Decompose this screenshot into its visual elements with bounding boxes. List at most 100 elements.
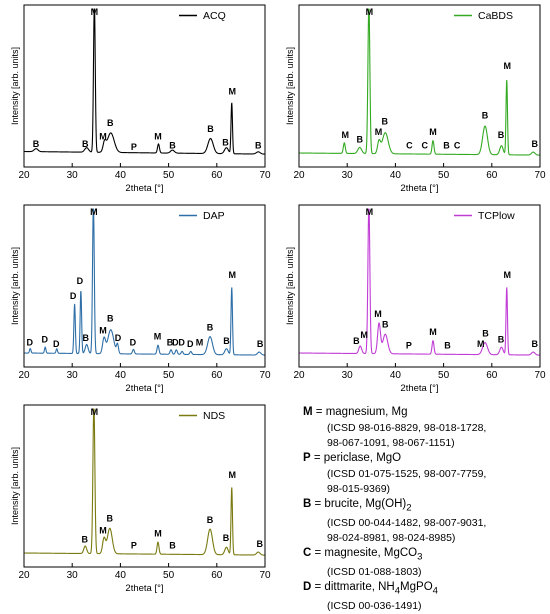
peak-annotation: B bbox=[81, 535, 88, 545]
series-line-tcplow bbox=[299, 208, 540, 356]
series-line-dap bbox=[24, 208, 266, 356]
y-axis-label: Intensity [arb. units] bbox=[285, 247, 295, 325]
phase-symbol: M bbox=[303, 406, 313, 418]
plot-frame bbox=[23, 204, 266, 368]
peak-annotation: B bbox=[531, 339, 538, 349]
peak-annotation: C bbox=[422, 141, 429, 151]
peak-annotation: B bbox=[169, 541, 176, 551]
peak-annotation: M bbox=[503, 61, 511, 71]
chart-panel-cabds: 20 30 40 50 60 70 2theta [°] Intensity [arb. un… bbox=[285, 4, 546, 194]
peak-annotation: B bbox=[82, 139, 89, 149]
peak-annotation: M bbox=[228, 87, 236, 97]
phase-symbol: D bbox=[303, 581, 312, 594]
x-axis-label: 2theta [°] bbox=[400, 383, 438, 394]
chart-panel-acq: 20 30 40 50 60 70 2theta [°] Intensity [arb. un… bbox=[10, 4, 271, 194]
peak-annotation: B bbox=[33, 139, 40, 149]
peak-annotation: D bbox=[70, 291, 77, 301]
x-tick-label: 40 bbox=[115, 570, 127, 581]
x-tick-label: 60 bbox=[486, 170, 498, 181]
phase-subscript: 4 bbox=[432, 585, 438, 597]
plot-frame bbox=[23, 4, 266, 168]
phase-legend-entry-c: C = magnesite, MgCO3 (ICSD 01-088-1803) bbox=[303, 546, 548, 580]
legend-label: NDS bbox=[203, 410, 225, 422]
peak-annotation: D bbox=[77, 276, 84, 286]
peak-annotation: B bbox=[255, 141, 262, 151]
peak-annotation: B bbox=[167, 338, 174, 348]
peak-annotation: B bbox=[107, 514, 114, 524]
chart-panel-tcplow: 20 30 40 50 60 70 2theta [°] Intensity [arb. un… bbox=[285, 204, 546, 394]
peak-annotation: M bbox=[99, 326, 107, 336]
peak-annotation: M bbox=[366, 207, 374, 217]
peak-annotation: C bbox=[454, 141, 461, 151]
peak-annotation: B bbox=[498, 335, 505, 345]
phase-name: magnesium, Mg bbox=[325, 406, 408, 418]
peak-annotation: M bbox=[196, 338, 204, 348]
peak-annotation: M bbox=[99, 132, 107, 142]
phase-name: magnesite, MgCO bbox=[324, 547, 418, 560]
legend-label: DAP bbox=[203, 210, 225, 222]
peak-annotation: M bbox=[90, 207, 98, 217]
chart-panel-dap: 20 30 40 50 60 70 2theta [°] Intensity [arb. un… bbox=[10, 204, 271, 394]
peak-annotation: D bbox=[172, 338, 179, 348]
peak-annotation: M bbox=[154, 529, 162, 539]
phase-symbol: B bbox=[303, 498, 312, 510]
x-axis-label: 2theta [°] bbox=[125, 183, 163, 194]
peak-annotation: B bbox=[482, 111, 489, 121]
peak-annotation: D bbox=[27, 338, 34, 348]
x-tick-label: 50 bbox=[163, 170, 175, 181]
x-axis-label: 2theta [°] bbox=[125, 383, 163, 394]
x-tick-label: 40 bbox=[115, 370, 127, 381]
series-line-acq bbox=[24, 8, 266, 155]
x-tick-label: 70 bbox=[534, 370, 546, 381]
phase-icsd: (ICSD 00-044-1482, 98-007-9031, 98-024-8… bbox=[327, 516, 487, 545]
peak-annotation: P bbox=[406, 341, 412, 351]
phase-icsd: (ICSD 01-075-1525, 98-007-7759, 98-015-9… bbox=[327, 467, 487, 495]
peak-annotation: P bbox=[131, 541, 137, 551]
x-tick-label: 60 bbox=[211, 170, 223, 181]
x-tick-label: 60 bbox=[211, 570, 223, 581]
peak-annotation: D bbox=[115, 333, 122, 343]
peak-annotation: M bbox=[154, 332, 162, 342]
peak-annotation: M bbox=[360, 330, 368, 340]
phase-name: dittmarite, NH bbox=[324, 581, 395, 594]
peak-annotation: M bbox=[503, 270, 511, 280]
legend-label: TCPlow bbox=[478, 210, 515, 222]
chart-panel-nds: 20 30 40 50 60 70 2theta [°] Intensity [arb. un… bbox=[10, 404, 271, 594]
x-tick-label: 20 bbox=[293, 170, 305, 181]
x-tick-label: 40 bbox=[115, 170, 127, 181]
x-tick-label: 70 bbox=[259, 370, 271, 381]
x-tick-label: 20 bbox=[18, 370, 30, 381]
peak-annotation: D bbox=[130, 338, 137, 348]
peak-annotation: B bbox=[356, 135, 363, 145]
peak-annotation: B bbox=[531, 139, 538, 149]
peak-annotation: B bbox=[443, 141, 450, 151]
phase-name: brucite, Mg(OH) bbox=[324, 498, 407, 510]
peak-annotation: B bbox=[222, 138, 229, 148]
peak-annotation: B bbox=[498, 130, 505, 140]
x-tick-label: 70 bbox=[259, 570, 271, 581]
x-axis-label: 2theta [°] bbox=[125, 583, 163, 594]
x-tick-label: 70 bbox=[259, 170, 271, 181]
plot-frame bbox=[298, 204, 541, 368]
peak-annotation: M bbox=[228, 470, 236, 480]
peak-annotation: B bbox=[444, 341, 451, 351]
peak-annotation: M bbox=[99, 526, 107, 536]
peak-annotation: B bbox=[207, 515, 214, 525]
peak-annotation: M bbox=[429, 127, 437, 137]
peak-annotation: M bbox=[477, 339, 485, 349]
x-tick-label: 30 bbox=[67, 170, 79, 181]
peak-annotation: M bbox=[228, 270, 236, 280]
x-tick-label: 50 bbox=[438, 370, 450, 381]
phase-legend-entry-b: B = brucite, Mg(OH)2 (ICSD 00-044-1482, … bbox=[303, 497, 548, 546]
peak-annotation: B bbox=[353, 336, 360, 346]
x-tick-label: 70 bbox=[534, 170, 546, 181]
peak-annotation: D bbox=[53, 339, 60, 349]
x-axis-label: 2theta [°] bbox=[400, 183, 438, 194]
phase-legend-entry-m: M = magnesium, Mg (ICSD 98-016-8829, 98-… bbox=[303, 405, 548, 451]
x-tick-label: 40 bbox=[390, 370, 402, 381]
peak-annotation: B bbox=[223, 336, 230, 346]
peak-annotation: B bbox=[257, 339, 264, 349]
peak-annotation: B bbox=[107, 314, 114, 324]
peak-annotation: B bbox=[482, 329, 489, 339]
